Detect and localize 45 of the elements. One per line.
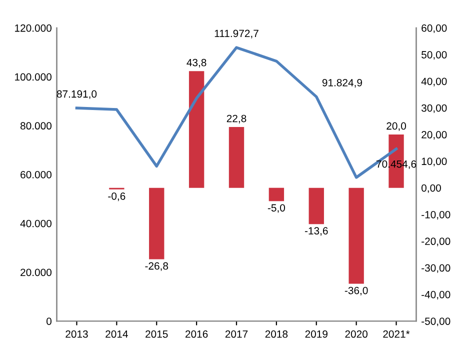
x-tick-label: 2016 bbox=[185, 330, 208, 338]
bar bbox=[188, 71, 204, 188]
y-tick-label: 40.000 bbox=[20, 220, 52, 228]
x-tick-label: 2015 bbox=[146, 330, 168, 338]
x-tick-label: 2019 bbox=[305, 330, 328, 338]
y2-tick-label: 0,00 bbox=[422, 184, 441, 193]
data-label: -0,6 bbox=[108, 192, 126, 202]
y-tick-label: 60.000 bbox=[20, 171, 52, 178]
data-label: 87.191,0 bbox=[56, 90, 97, 99]
y-tick-label: 120.000 bbox=[15, 24, 52, 32]
y2-tick-label: 30,00 bbox=[422, 104, 447, 113]
data-label: -26,8 bbox=[145, 262, 168, 271]
x-tick-label: 2014 bbox=[106, 330, 128, 338]
x-tick-label: 2018 bbox=[265, 330, 288, 338]
bar bbox=[348, 188, 364, 284]
y2-tick-label: 20,00 bbox=[422, 131, 447, 140]
y-tick-label: 20.000 bbox=[20, 268, 52, 276]
y-tick-label: 80.000 bbox=[20, 122, 52, 130]
y2-tick-label: -20,00 bbox=[422, 238, 450, 246]
data-label: -5,0 bbox=[268, 204, 286, 213]
data-label: 20,0 bbox=[386, 122, 406, 131]
data-label: 22,8 bbox=[226, 114, 246, 124]
y2-tick-label: 60,00 bbox=[422, 24, 447, 34]
y2-tick-label: 50,00 bbox=[422, 51, 447, 60]
bar bbox=[149, 188, 164, 260]
data-label: 111.972,7 bbox=[214, 30, 258, 38]
bar bbox=[268, 188, 284, 202]
y2-tick-label: -10,00 bbox=[422, 210, 450, 220]
x-tick-label: 2021* bbox=[383, 330, 410, 338]
data-label: 91.824,9 bbox=[322, 78, 362, 88]
y2-tick-label: -40,00 bbox=[422, 290, 450, 300]
x-tick-label: 2013 bbox=[66, 330, 88, 338]
y2-tick-label: 10,00 bbox=[422, 158, 447, 166]
data-label: 43,8 bbox=[186, 58, 206, 68]
y2-tick-label: 40,00 bbox=[421, 78, 447, 86]
bar bbox=[228, 127, 244, 188]
y2-tick-label: -30,00 bbox=[422, 264, 450, 273]
y-tick-label: 100.000 bbox=[15, 73, 52, 81]
data-label: -13,6 bbox=[304, 227, 328, 236]
x-tick-label: 2020 bbox=[345, 330, 368, 338]
bar bbox=[308, 188, 324, 224]
x-tick-label: 2017 bbox=[225, 330, 248, 338]
data-label: -36,0 bbox=[344, 286, 368, 296]
y2-tick-label: -50,00 bbox=[422, 318, 450, 326]
y-tick-label: 0 bbox=[46, 318, 52, 325]
